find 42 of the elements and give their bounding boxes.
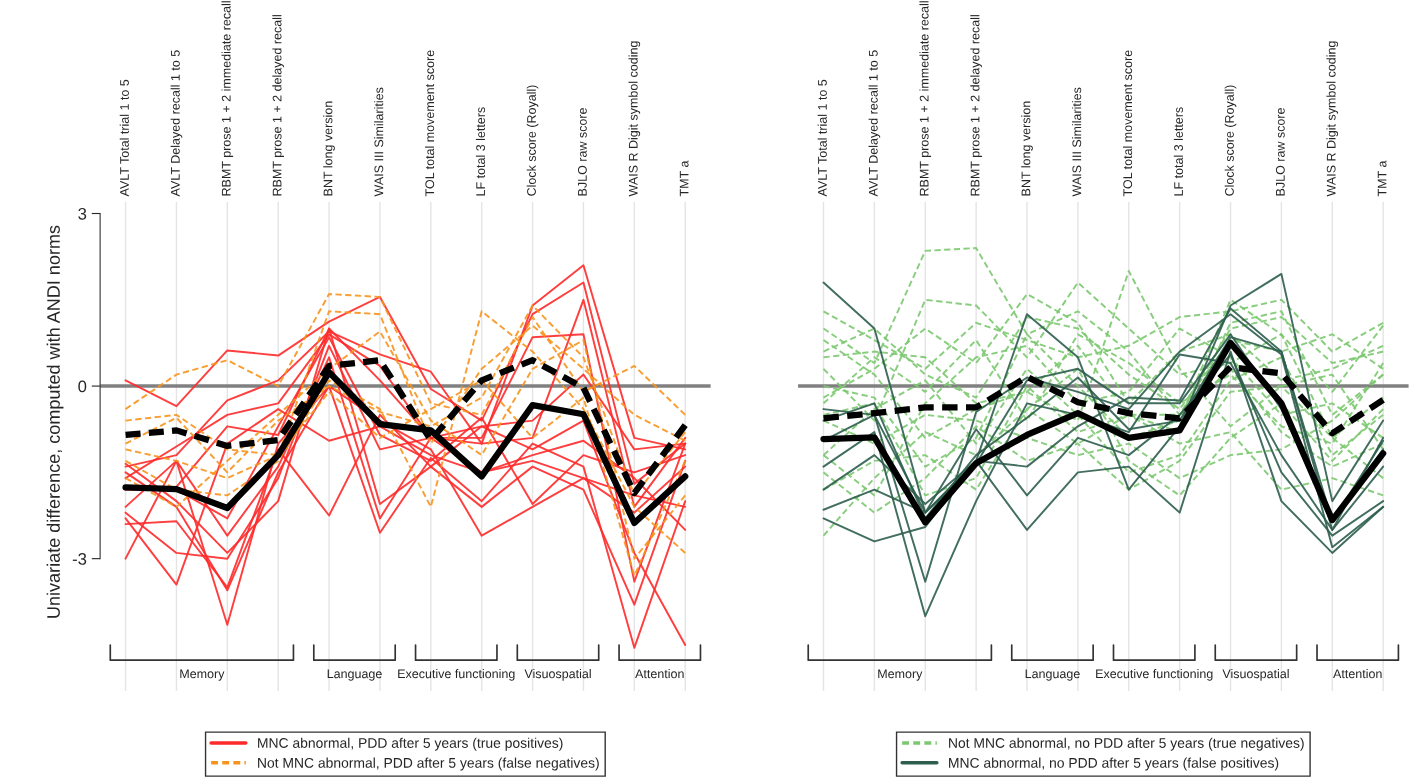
x-tick-label: BJLO raw score — [1275, 108, 1285, 196]
annotation: Attention — [1333, 669, 1382, 679]
x-tick-label: Clock score (Royall) — [1224, 85, 1237, 196]
x-tick-label: RBMT prose 1 + 2 immediate recall — [221, 1, 234, 196]
x-tick-label: LF total 3 letters — [1173, 107, 1183, 196]
annotation: Memory — [878, 669, 923, 681]
annotation: Visuospatial — [1222, 669, 1289, 681]
y-axis-title: Univariate difference, computed with ANDI norms — [46, 225, 64, 618]
x-tick-label: RBMT prose 1 + 2 delayed recall — [272, 15, 285, 196]
annotation: Executive functioning — [1096, 669, 1213, 681]
legend-label: Not MNC abnormal, PDD after 5 years (false negatives) — [258, 757, 599, 771]
x-tick-label: TMT a — [679, 160, 689, 197]
x-tick-label: WAIS III Similarities — [1072, 87, 1082, 197]
x-tick-label: TOL total movement score — [424, 50, 435, 197]
x-tick-label: Clock score (Royall) — [526, 85, 539, 196]
x-tick-label: AVLT Delayed recall 1 to 5 — [170, 50, 183, 197]
legend-label: Not MNC abnormal, no PDD after 5 years (true negatives) — [949, 737, 1304, 751]
x-tick-label: AVLT Total trial 1 to 5 — [817, 79, 827, 197]
annotation: Language — [1025, 669, 1080, 681]
y-tick-label: 3 — [78, 207, 87, 220]
y-tick-label: 0 — [78, 380, 87, 393]
annotation: Executive functioning — [398, 669, 515, 681]
x-tick-label: TMT a — [1377, 160, 1387, 197]
annotation: Attention — [635, 669, 684, 679]
x-tick-label: AVLT Total trial 1 to 5 — [119, 79, 129, 197]
x-tick-label: BNT long version — [323, 101, 335, 196]
annotation: Language — [327, 669, 382, 681]
x-tick-label: TOL total movement score — [1122, 50, 1133, 197]
x-tick-label: BJLO raw score — [577, 108, 587, 196]
legend-label: MNC abnormal, PDD after 5 years (true positives) — [258, 737, 563, 751]
x-tick-label: BNT long version — [1021, 101, 1033, 196]
x-tick-label: RBMT prose 1 + 2 immediate recall — [919, 1, 932, 196]
x-tick-label: WAIS R Digit symbol coding — [628, 41, 641, 197]
x-tick-label: AVLT Delayed recall 1 to 5 — [868, 50, 881, 197]
legend-label: MNC abnormal, no PDD after 5 years (false positives) — [949, 757, 1279, 771]
x-tick-label: LF total 3 letters — [475, 107, 486, 196]
y-tick-label: -3 — [72, 553, 87, 565]
x-tick-label: WAIS R Digit symbol coding — [1326, 41, 1339, 197]
x-tick-label: RBMT prose 1 + 2 delayed recall — [970, 15, 982, 196]
x-tick-label: WAIS III Similarities — [374, 87, 384, 197]
annotation: Memory — [180, 669, 225, 681]
annotation: Visuospatial — [524, 669, 591, 681]
